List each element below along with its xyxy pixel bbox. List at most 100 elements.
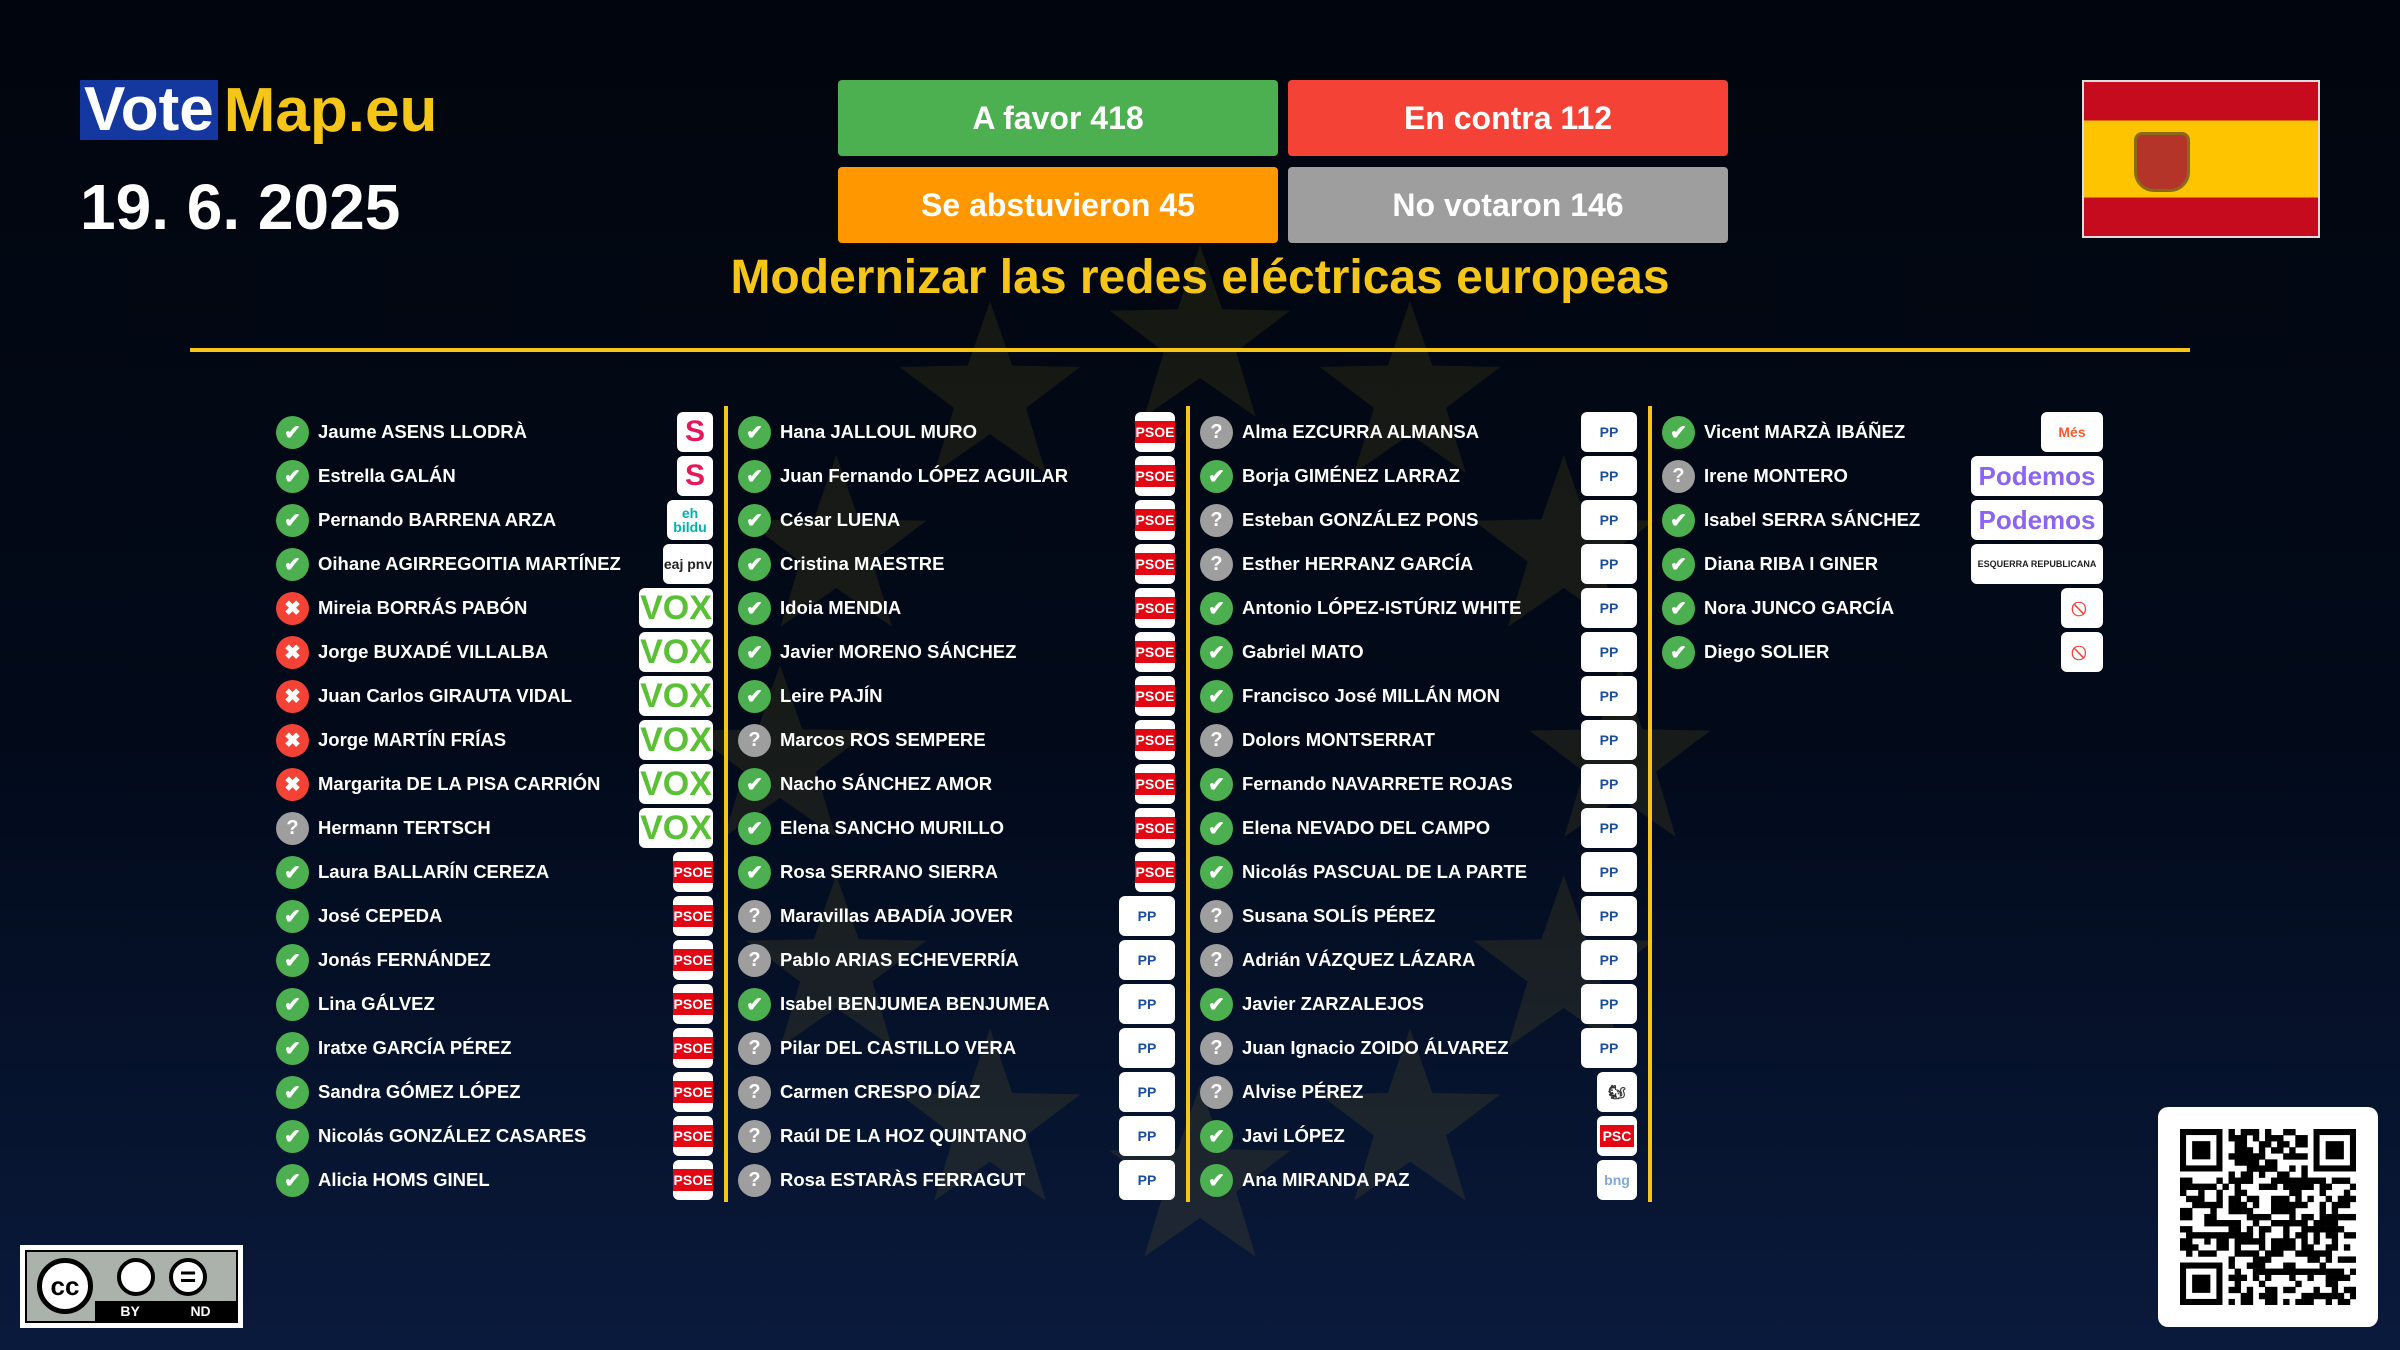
member-row[interactable]: ? Irene MONTERO Podemos [1662,454,2103,498]
check-icon: ✔ [738,415,771,449]
divider [190,348,2190,352]
check-icon: ✔ [1662,415,1695,449]
member-row[interactable]: ✔ Laura BALLARÍN CEREZA PSOE [276,850,713,894]
member-row[interactable]: ✖ Margarita DE LA PISA CARRIÓN VOX [276,762,713,806]
question-icon: ? [738,943,771,977]
party-logo-ni: ⃠ [2061,588,2103,628]
member-row[interactable]: ✔ Fernando NAVARRETE ROJAS PP [1200,762,1637,806]
party-logo-pp: PP [1581,412,1637,452]
member-row[interactable]: ? Marcos ROS SEMPERE PSOE [738,718,1175,762]
member-name: Cristina MAESTRE [780,553,945,574]
party-logo-psoe: PSOE [1135,632,1175,672]
member-row[interactable]: ? Pilar DEL CASTILLO VERA PP [738,1026,1175,1070]
member-row[interactable]: ✔ Nicolás GONZÁLEZ CASARES PSOE [276,1114,713,1158]
member-row[interactable]: ✔ Diego SOLIER⃠ [1662,630,2103,674]
member-row[interactable]: ✔ Antonio LÓPEZ-ISTÚRIZ WHITE PP [1200,586,1637,630]
member-row[interactable]: ✖ Jorge BUXADÉ VILLALBA VOX [276,630,713,674]
member-row[interactable]: ✔ Alicia HOMS GINEL PSOE [276,1158,713,1202]
member-row[interactable]: ✔ Estrella GALÁN S [276,454,713,498]
qr-code[interactable] [2158,1107,2378,1327]
member-row[interactable]: ✔ Elena NEVADO DEL CAMPO PP [1200,806,1637,850]
member-row[interactable]: ? Esther HERRANZ GARCÍA PP [1200,542,1637,586]
member-name: Diego SOLIER [1704,641,1830,662]
party-logo-pp: PP [1119,1072,1175,1112]
check-icon: ✔ [738,987,771,1021]
member-row[interactable]: ✔ Nora JUNCO GARCÍA⃠ [1662,586,2103,630]
member-row[interactable]: ✖ Juan Carlos GIRAUTA VIDAL VOX [276,674,713,718]
member-name: Iratxe GARCÍA PÉREZ [318,1037,512,1058]
cc-by-nd-license-badge[interactable]: cc = BY ND [20,1245,243,1328]
party-logo-vox: VOX [639,764,713,804]
question-icon: ? [1200,547,1233,581]
member-row[interactable]: ✔ Juan Fernando LÓPEZ AGUILAR PSOE [738,454,1175,498]
member-row[interactable]: ✔ Ana MIRANDA PAZ bng [1200,1158,1637,1202]
party-logo-podemos: Podemos [1971,456,2103,496]
member-row[interactable]: ✔ Isabel BENJUMEA BENJUMEA PP [738,982,1175,1026]
member-row[interactable]: ✔ Leire PAJÍN PSOE [738,674,1175,718]
member-row[interactable]: ✔ José CEPEDA PSOE [276,894,713,938]
member-row[interactable]: ? Carmen CRESPO DÍAZ PP [738,1070,1175,1114]
member-row[interactable]: ? Adrián VÁZQUEZ LÁZARA PP [1200,938,1637,982]
member-row[interactable]: ✔ Nacho SÁNCHEZ AMOR PSOE [738,762,1175,806]
member-row[interactable]: ✔ Idoia MENDIA PSOE [738,586,1175,630]
member-row[interactable]: ✔ Iratxe GARCÍA PÉREZ PSOE [276,1026,713,1070]
member-row[interactable]: ✔ César LUENA PSOE [738,498,1175,542]
member-row[interactable]: ✔ Pernando BARRENA ARZA eh bildu [276,498,713,542]
member-row[interactable]: ✔ Lina GÁLVEZ PSOE [276,982,713,1026]
member-row[interactable]: ✔ Elena SANCHO MURILLO PSOE [738,806,1175,850]
member-row[interactable]: ✔ Javi LÓPEZ PSC [1200,1114,1637,1158]
check-icon: ✔ [276,415,309,449]
eu-star [899,301,1081,474]
party-logo-pp: PP [1119,940,1175,980]
column-divider [724,406,728,1202]
member-row[interactable]: ✔ Rosa SERRANO SIERRA PSOE [738,850,1175,894]
party-logo-psoe: PSOE [1135,588,1175,628]
member-row[interactable]: ? Juan Ignacio ZOIDO ÁLVAREZ PP [1200,1026,1637,1070]
party-logo-sumar: S [677,456,713,496]
member-row[interactable]: ✖ Jorge MARTÍN FRÍAS VOX [276,718,713,762]
member-row[interactable]: ? Alvise PÉREZ 🐿 [1200,1070,1637,1114]
member-row[interactable]: ✔ Cristina MAESTRE PSOE [738,542,1175,586]
member-row[interactable]: ✔ Jaume ASENS LLODRÀ S [276,410,713,454]
member-row[interactable]: ? Maravillas ABADÍA JOVER PP [738,894,1175,938]
question-icon: ? [738,1075,771,1109]
member-row[interactable]: ✔ Vicent MARZÀ IBÁÑEZ Més [1662,410,2103,454]
member-row[interactable]: ✔ Sandra GÓMEZ LÓPEZ PSOE [276,1070,713,1114]
member-row[interactable]: ✔ Jonás FERNÁNDEZ PSOE [276,938,713,982]
cc-icon: cc [37,1258,93,1314]
member-row[interactable]: ✔ Borja GIMÉNEZ LARRAZ PP [1200,454,1637,498]
member-row[interactable]: ✔ Diana RIBA I GINER ESQUERRA REPUBLICANA [1662,542,2103,586]
party-logo-pp: PP [1581,720,1637,760]
member-row[interactable]: ? Dolors MONTSERRAT PP [1200,718,1637,762]
tally-against: En contra 112 [1288,80,1728,156]
check-icon: ✔ [276,987,309,1021]
member-row[interactable]: ✔ Nicolás PASCUAL DE LA PARTE PP [1200,850,1637,894]
check-icon: ✔ [1662,547,1695,581]
check-icon: ✔ [1662,503,1695,537]
member-row[interactable]: ✔ Oihane AGIRREGOITIA MARTÍNEZ eaj pnv [276,542,713,586]
member-row[interactable]: ✔ Hana JALLOUL MURO PSOE [738,410,1175,454]
member-name: Mireia BORRÁS PABÓN [318,597,528,618]
check-icon: ✔ [276,503,309,537]
member-row[interactable]: ? Susana SOLÍS PÉREZ PP [1200,894,1637,938]
member-row[interactable]: ✔ Francisco José MILLÁN MON PP [1200,674,1637,718]
member-row[interactable]: ? Rosa ESTARÀS FERRAGUT PP [738,1158,1175,1202]
member-row[interactable]: ? Alma EZCURRA ALMANSA PP [1200,410,1637,454]
member-row[interactable]: ✔ Isabel SERRA SÁNCHEZ Podemos [1662,498,2103,542]
votemap-logo[interactable]: Vote Map.eu [80,76,437,145]
party-logo-pnv: eaj pnv [663,544,713,584]
check-icon: ✔ [1662,635,1695,669]
member-row[interactable]: ✔ Gabriel MATO PP [1200,630,1637,674]
check-icon: ✔ [276,1031,309,1065]
member-row[interactable]: ? Pablo ARIAS ECHEVERRÍA PP [738,938,1175,982]
member-name: Javier MORENO SÁNCHEZ [780,641,1017,662]
check-icon: ✔ [738,679,771,713]
member-row[interactable]: ✔ Javier MORENO SÁNCHEZ PSOE [738,630,1175,674]
question-icon: ? [1200,1075,1233,1109]
member-row[interactable]: ? Esteban GONZÁLEZ PONS PP [1200,498,1637,542]
member-row[interactable]: ✔ Javier ZARZALEJOS PP [1200,982,1637,1026]
member-row[interactable]: ? Hermann TERTSCH VOX [276,806,713,850]
member-row[interactable]: ? Raúl DE LA HOZ QUINTANO PP [738,1114,1175,1158]
member-row[interactable]: ✖ Mireia BORRÁS PABÓN VOX [276,586,713,630]
party-logo-vox: VOX [639,676,713,716]
